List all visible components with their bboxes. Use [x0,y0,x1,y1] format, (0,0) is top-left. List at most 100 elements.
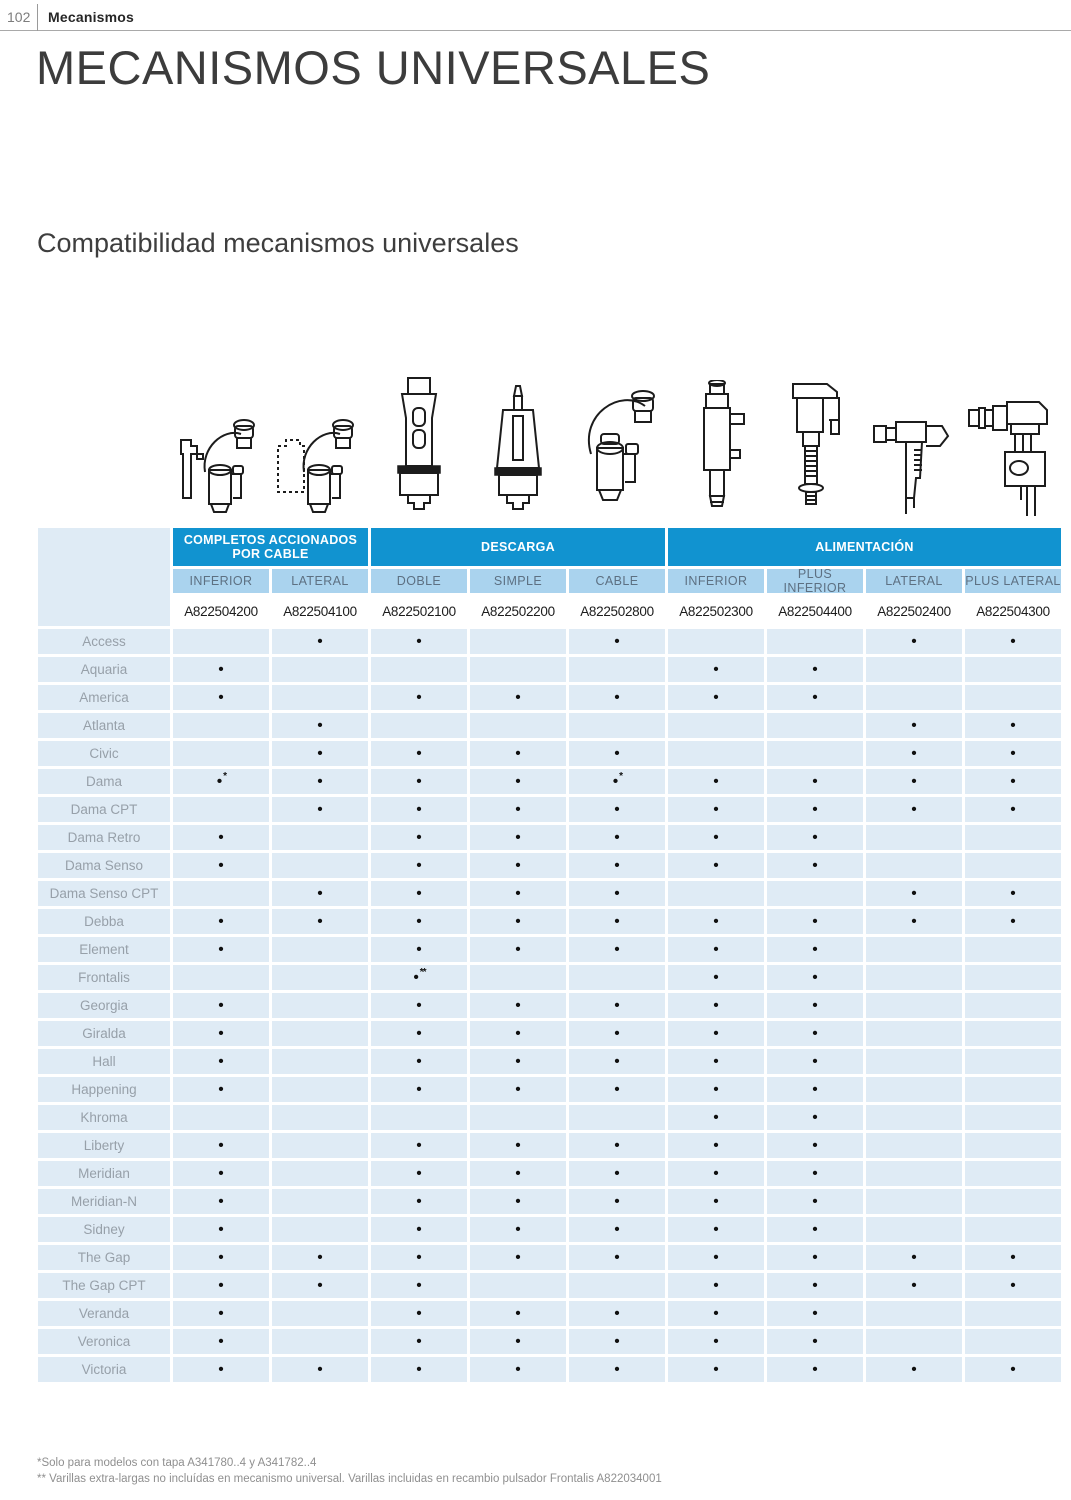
compatibility-dot: • [272,1273,368,1298]
compatibility-dot: • [668,1105,764,1130]
compatibility-empty [965,1077,1061,1102]
footnote-2: ** Varillas extra-largas no incluídas en… [37,1473,662,1485]
compatibility-empty [371,657,467,682]
product-code: A822504300 [965,596,1061,626]
compatibility-empty [173,713,269,738]
compatibility-dot: • [866,1245,962,1270]
product-code: A822502300 [668,596,764,626]
compatibility-dot: • [569,685,665,710]
compatibility-empty [767,629,863,654]
compatibility-dot: • [866,1357,962,1382]
compatibility-dot: • [470,1077,566,1102]
footnote-1: *Solo para modelos con tapa A341780..4 y… [37,1457,317,1469]
compatibility-empty [272,1217,368,1242]
compatibility-dot: • [371,1077,467,1102]
compatibility-dot: • [767,1245,863,1270]
compatibility-dot: • [569,1329,665,1354]
compatibility-dot: • [470,993,566,1018]
row-label: Dama Senso [38,853,170,878]
compatibility-dot: • [866,713,962,738]
compatibility-dot: • [668,1301,764,1326]
compatibility-dot: • [569,1161,665,1186]
compatibility-dot: • [470,1189,566,1214]
compatibility-empty [866,1105,962,1130]
mechanism-alimentacion-plus-inferior-icon [767,362,863,522]
compatibility-empty [866,1217,962,1242]
compatibility-dot: • [470,1217,566,1242]
table-header: COMPLETOS ACCIONADOS POR CABLE DESCARGA … [38,528,1061,626]
compatibility-empty [569,965,665,990]
compatibility-dot: • [767,825,863,850]
compatibility-empty [371,713,467,738]
compatibility-empty [668,741,764,766]
mechanism-alimentacion-lateral-icon [866,362,962,522]
compatibility-dot: • [371,1161,467,1186]
compatibility-dot: • [371,1049,467,1074]
compatibility-dot: • [866,741,962,766]
compatibility-empty [866,853,962,878]
compatibility-empty [767,881,863,906]
compatibility-dot: • [767,1133,863,1158]
compatibility-empty [668,713,764,738]
compatibility-dot: • [173,1245,269,1270]
mechanism-descarga-doble-icon [371,362,467,522]
compatibility-dot: • [569,629,665,654]
compatibility-dot: • [173,937,269,962]
table-body: Access • • • • • Aquaria • • • America • • • • • • Atlant… [38,629,1061,1382]
compatibility-dot: • [272,741,368,766]
mechanism-descarga-cable-icon [569,362,665,522]
compatibility-dot: • [866,881,962,906]
compatibility-empty [965,1217,1061,1242]
compatibility-empty [866,825,962,850]
compatibility-dot: • [272,909,368,934]
compatibility-dot: • [470,769,566,794]
compatibility-dot: • * [173,769,269,794]
compatibility-dot: • [173,1161,269,1186]
compatibility-dot: • [668,657,764,682]
compatibility-dot: • [371,797,467,822]
compatibility-dot: • [569,1245,665,1270]
compatibility-dot: • [569,853,665,878]
compatibility-dot: • [371,937,467,962]
compatibility-dot: • [668,1357,764,1382]
compatibility-empty [272,685,368,710]
compatibility-dot: • [371,881,467,906]
product-illustrations [173,362,1064,522]
column-header: INFERIOR [173,569,269,593]
compatibility-dot: • [173,1049,269,1074]
mechanism-alimentacion-plus-lateral-icon [965,362,1061,522]
compatibility-empty [470,713,566,738]
compatibility-dot: • [470,1357,566,1382]
compatibility-empty [470,1273,566,1298]
compatibility-dot: • [371,1301,467,1326]
group-header-alimentacion: ALIMENTACIÓN [668,528,1061,566]
compatibility-dot: • [965,1273,1061,1298]
compatibility-dot: • [569,741,665,766]
compatibility-empty [272,853,368,878]
compatibility-dot: • [371,825,467,850]
compatibility-empty [965,1329,1061,1354]
compatibility-dot: • [371,1273,467,1298]
compatibility-dot: • [668,1161,764,1186]
compatibility-dot: • [371,629,467,654]
row-label: Frontalis [38,965,170,990]
compatibility-empty [272,993,368,1018]
compatibility-dot: • [668,1245,764,1270]
compatibility-dot: • [173,1189,269,1214]
column-header: LATERAL [272,569,368,593]
compatibility-dot: • [767,1049,863,1074]
compatibility-dot: • [470,909,566,934]
compatibility-dot: • [866,797,962,822]
compatibility-dot: • [668,853,764,878]
compatibility-empty [866,1329,962,1354]
compatibility-dot: • [965,1357,1061,1382]
compatibility-dot: • [371,1329,467,1354]
compatibility-dot: • [569,797,665,822]
compatibility-dot: • [470,1301,566,1326]
compatibility-dot: • [668,1189,764,1214]
compatibility-empty [272,965,368,990]
compatibility-empty [272,937,368,962]
compatibility-empty [173,965,269,990]
column-header: PLUS LATERAL [965,569,1061,593]
compatibility-dot: • [767,657,863,682]
